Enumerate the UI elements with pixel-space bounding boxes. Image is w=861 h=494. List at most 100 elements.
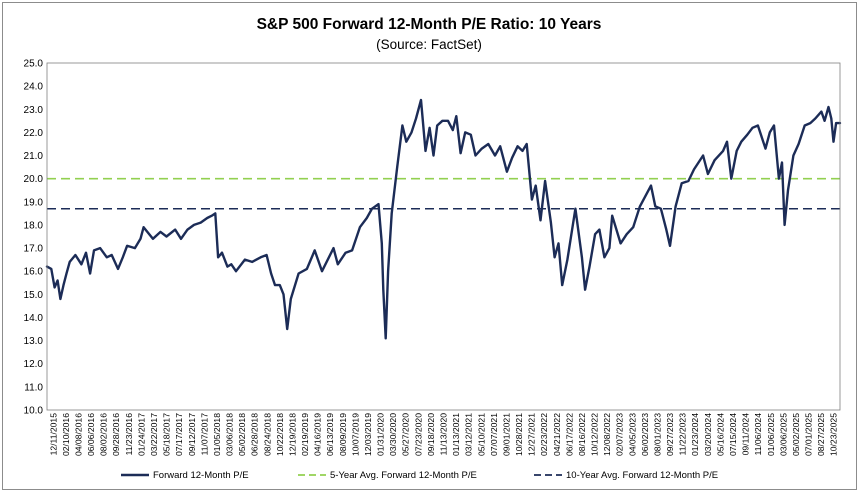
x-tick-label: 07/17/2017 [174,413,184,456]
pe-data-point [625,233,628,235]
x-tick-label: 12/11/2015 [48,413,58,456]
pe-data-point [787,189,789,191]
pe-data-point [366,217,368,219]
pe-data-point [809,122,812,124]
pe-data-point [773,124,775,127]
plot-area [46,62,841,411]
x-tick-label: 07/01/2025 [804,413,814,456]
pe-data-point [221,251,223,254]
x-tick-label: 08/24/2018 [262,413,272,456]
pe-data-point [282,293,285,296]
x-tick-label: 09/01/2021 [501,413,511,456]
pe-data-point [410,131,413,134]
x-tick-label: 05/02/2025 [791,413,801,456]
pe-data-point [381,242,383,245]
x-tick-label: 08/16/2022 [577,413,587,456]
pe-data-point [751,127,754,129]
pe-data-point [235,270,237,273]
x-tick-label: 06/02/2023 [640,413,650,456]
x-tick-label: 01/05/2018 [212,413,222,456]
y-axis-ticks: 10.0 11.0 12.0 13.0 14.0 15.0 16.0 17.0 18.0 19.0… [24,59,44,417]
pe-data-point [313,249,316,252]
pe-data-point [769,131,771,134]
pe-data-point [139,238,142,240]
pe-data-point [713,159,716,161]
pe-data-point [783,224,786,226]
pe-data-point [557,242,560,245]
pe-data-point [603,256,606,259]
y-tick-label: 13.0 [24,336,44,347]
pe-data-point [424,150,427,152]
pe-data-point [531,198,533,201]
pe-data-point [506,170,508,173]
x-tick-label: 11/23/2016 [124,413,134,456]
pe-data-point [337,263,339,266]
pe-data-point [598,228,601,231]
y-tick-label: 11.0 [24,382,43,393]
pe-data-point [110,254,113,256]
pe-data-point [306,268,308,270]
pe-data-point [62,284,65,286]
x-tick-label: 05/18/2017 [162,413,172,456]
pe-data-point [199,221,202,224]
pe-data-point [702,154,704,157]
y-tick-label: 23.0 [24,105,44,116]
x-tick-label: 12/27/2021 [527,413,537,456]
pe-data-point [781,161,783,164]
pe-data-point [632,226,634,228]
pe-data-point [297,272,300,275]
pe-data-point [174,228,176,231]
x-tick-label: 05/02/2018 [237,413,247,456]
pe-data-point [561,284,563,286]
x-tick-label: 09/12/2017 [187,413,197,456]
pe-series-line [45,98,842,340]
pe-data-point [740,140,743,143]
x-tick-label: 09/27/2023 [665,413,675,456]
pe-data-point [244,258,246,261]
legend-label-1: 5-Year Avg. Forward 12-Month P/E [330,470,477,481]
pe-data-point [286,328,289,330]
pe-data-point [797,143,800,145]
pe-data-point [59,298,62,300]
pe-data-point [214,212,217,215]
pe-data-point [574,207,577,210]
x-tick-label: 10/23/2025 [829,413,839,456]
x-tick-label: 06/17/2022 [564,413,574,456]
y-tick-label: 17.0 [24,244,44,255]
pe-data-point [226,265,229,268]
pe-data-point [726,140,728,143]
pe-data-point [665,228,668,231]
x-tick-label: 08/02/2016 [99,413,109,456]
pe-data-point [470,133,472,136]
x-tick-label: 03/20/2024 [703,413,713,456]
pe-data-point [452,129,454,131]
pe-data-point [211,214,213,217]
legend: Forward 12-Month P/E 5-Year Avg. Forward … [121,470,718,481]
pe-data-point [474,154,477,157]
y-tick-label: 19.0 [24,197,44,208]
chart-title: S&P 500 Forward 12-Month P/E Ratio: 10 Y… [257,16,602,33]
pe-data-point [823,120,826,122]
pe-data-point [93,249,95,252]
pe-data-point [608,247,611,249]
pe-data-point [730,177,733,180]
x-tick-label: 05/10/2021 [476,413,486,456]
x-tick-label: 02/19/2019 [300,413,310,456]
pe-data-point [396,166,399,168]
pe-data-point [566,258,569,261]
pe-data-point [660,207,662,210]
x-tick-label: 05/16/2024 [715,413,725,456]
pe-data-point [74,254,77,256]
x-tick-label: 04/08/2016 [73,413,83,456]
pe-data-point [639,205,641,208]
x-tick-label: 02/07/2023 [615,413,625,456]
pe-data-point [186,228,189,231]
pe-data-point [803,124,806,127]
pe-data-point [279,284,281,286]
pe-data-point [106,256,108,259]
pe-data-point [382,288,385,291]
x-tick-label: 06/13/2019 [325,413,335,456]
pe-data-point [206,217,208,219]
pe-data-point [680,182,683,185]
x-tick-label: 11/07/2017 [199,413,209,456]
